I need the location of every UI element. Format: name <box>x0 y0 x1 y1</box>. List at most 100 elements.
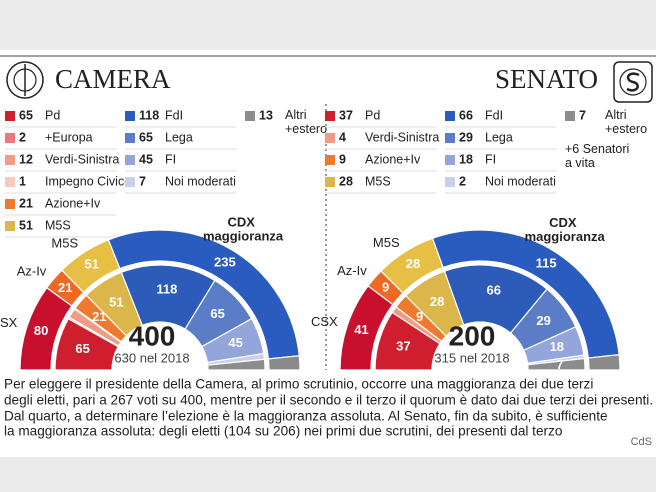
coalition-label: CDX maggioranza <box>203 215 284 244</box>
value-label: 18 <box>550 339 564 354</box>
legend-label: Verdi-Sinistra <box>45 152 119 166</box>
seat-total: 400 <box>129 320 176 351</box>
legend-value: 28 <box>339 174 353 188</box>
legend-label: FI <box>165 152 176 166</box>
legend-swatch <box>245 111 255 121</box>
legend-swatch <box>5 111 15 121</box>
footnote-line: la maggioranza assoluta: degli eletti (1… <box>4 424 562 439</box>
coalition-value: 235 <box>214 255 236 270</box>
seat-arc <box>207 358 266 371</box>
legend-label: Lega <box>165 130 193 144</box>
value-label: 51 <box>109 294 123 309</box>
legend-swatch <box>325 155 335 165</box>
legend-swatch <box>445 111 455 121</box>
legend-value: 37 <box>339 108 353 122</box>
previous-total: 630 nel 2018 <box>114 350 189 365</box>
legend-note: +6 Senatori a vita <box>565 142 633 170</box>
legend-value: 2 <box>19 130 26 144</box>
legend-value: 7 <box>139 174 146 188</box>
coalition-value: 41 <box>354 322 368 337</box>
coalition-label: M5S <box>373 235 400 250</box>
legend-value: 118 <box>139 108 159 122</box>
previous-total: 315 nel 2018 <box>434 350 509 365</box>
legend-value: 65 <box>19 108 33 122</box>
coalition-value: 28 <box>406 256 420 271</box>
legend-label: +Europa <box>45 130 93 144</box>
coalition-label: Az-Iv <box>337 263 367 278</box>
value-label: 21 <box>92 309 106 324</box>
coalition-arc <box>587 353 621 371</box>
legend-value: 51 <box>19 218 33 232</box>
value-label: 37 <box>396 339 410 354</box>
legend-value: 1 <box>19 174 26 188</box>
legend-swatch <box>5 155 15 165</box>
value-label: 28 <box>430 294 444 309</box>
legend-label: Verdi-Sinistra <box>365 130 439 144</box>
legend-label: Altri +estero <box>605 108 647 136</box>
legend-swatch <box>445 133 455 143</box>
coalition-value: 51 <box>85 257 99 272</box>
legend-label: Azione+Iv <box>45 196 101 210</box>
value-label: 66 <box>487 283 501 298</box>
value-label: 9 <box>416 309 423 324</box>
legend-value: 66 <box>459 108 473 122</box>
seat-arc <box>527 357 586 371</box>
value-label: 7 <box>556 357 563 372</box>
legend-swatch <box>125 133 135 143</box>
legend-label: Altri +estero <box>285 108 327 136</box>
coalition-value: 9 <box>382 280 389 295</box>
legend-label: M5S <box>365 174 391 188</box>
chart-title: CAMERA <box>55 64 171 94</box>
bottom-band <box>0 457 656 492</box>
legend-swatch <box>445 177 455 187</box>
legend-label: M5S <box>45 218 71 232</box>
legend-swatch <box>5 177 15 187</box>
value-label: 65 <box>75 341 89 356</box>
value-label: 45 <box>228 335 242 350</box>
legend-label: FdI <box>165 108 183 122</box>
legend-swatch <box>565 111 575 121</box>
legend-swatch <box>125 111 135 121</box>
legend-label: Pd <box>45 108 60 122</box>
legend-label: Pd <box>365 108 380 122</box>
coalition-value: 21 <box>58 280 72 295</box>
legend-label: FI <box>485 152 496 166</box>
legend-swatch <box>5 199 15 209</box>
footnote-line: degli eletti, pari a 267 voti su 400, me… <box>4 393 653 408</box>
legend-label: Noi moderati <box>485 174 556 188</box>
source: CdS <box>631 436 652 448</box>
legend-label: Lega <box>485 130 513 144</box>
legend-value: 29 <box>459 130 473 144</box>
legend-value: 12 <box>19 152 33 166</box>
legend-value: 7 <box>579 108 586 122</box>
footnote-line: Dal quarto, a determinare l’elezione è l… <box>4 409 608 424</box>
legend-value: 13 <box>259 108 273 122</box>
legend-value: 9 <box>339 152 346 166</box>
legend-value: 18 <box>459 152 473 166</box>
value-label: 29 <box>536 313 550 328</box>
legend-label: Impegno Civico <box>45 174 131 188</box>
coalition-label: CSX <box>0 315 18 330</box>
coalition-label: M5S <box>51 236 78 251</box>
top-band <box>0 0 656 50</box>
value-label: 118 <box>156 282 177 297</box>
legend-swatch <box>445 155 455 165</box>
coalition-label: Az-Iv <box>17 264 47 279</box>
legend-value: 4 <box>339 130 346 144</box>
legend-label: FdI <box>485 108 503 122</box>
value-label: 65 <box>210 306 224 321</box>
coalition-label: CSX <box>311 314 338 329</box>
legend-value: 65 <box>139 130 153 144</box>
legend-value: 45 <box>139 152 153 166</box>
legend-label: Noi moderati <box>165 174 236 188</box>
coalition-arc <box>267 355 301 371</box>
seat-total: 200 <box>449 320 496 351</box>
legend-swatch <box>325 111 335 121</box>
chart-title: SENATO <box>495 64 598 94</box>
coalition-value: 80 <box>34 323 48 338</box>
legend-swatch <box>5 133 15 143</box>
legend-swatch <box>325 177 335 187</box>
legend-swatch <box>125 155 135 165</box>
legend-label: Azione+Iv <box>365 152 421 166</box>
